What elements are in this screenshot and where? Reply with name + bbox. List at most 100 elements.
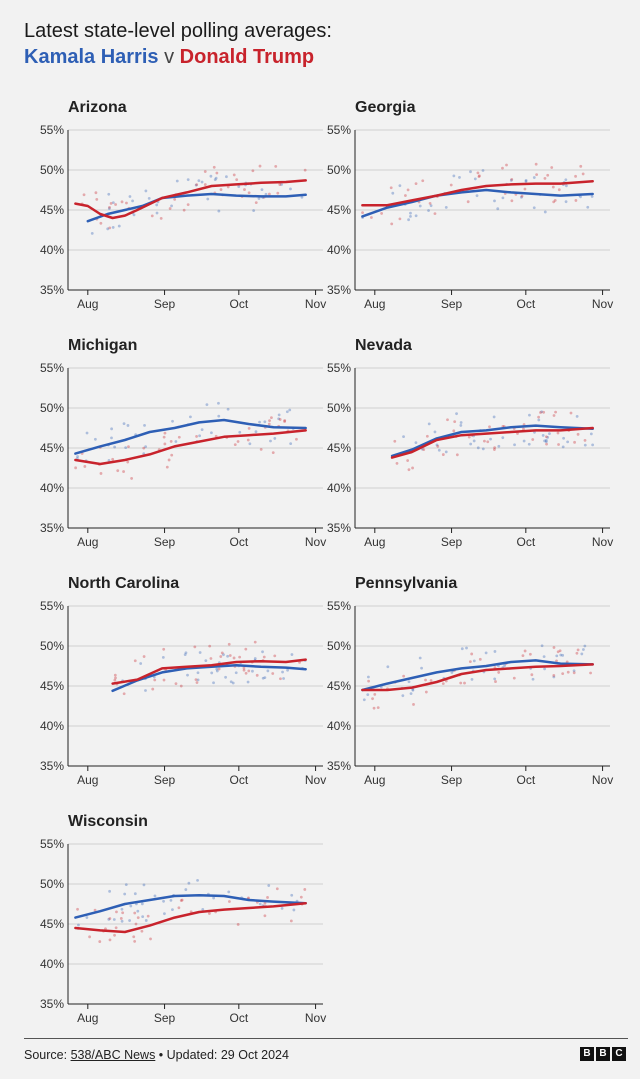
north-carolina-harris-line [111, 663, 307, 693]
nevada-title: Nevada [355, 337, 412, 354]
arizona-poll-dot [147, 197, 151, 200]
michigan-poll-dot [170, 453, 174, 457]
pennsylvania-y-tick-label: 35% [327, 759, 351, 773]
footer-divider [24, 1038, 628, 1039]
michigan-poll-dot [74, 466, 78, 470]
nevada-y-tick-label: 50% [327, 401, 351, 415]
georgia-x-tick-label: Sep [441, 297, 463, 311]
georgia-poll-dot [409, 214, 412, 218]
nevada-poll-dot [522, 427, 525, 431]
georgia-poll-dot [427, 209, 430, 212]
georgia-x-tick-label: Oct [516, 297, 535, 311]
georgia-title: Georgia [355, 99, 416, 116]
legend-vs: v [164, 46, 175, 68]
nevada-poll-dot [566, 440, 570, 444]
georgia-poll-dot [510, 178, 514, 181]
michigan-poll-dot [174, 440, 178, 443]
arizona-poll-dot [276, 191, 280, 195]
north-carolina-y-tick-label: 40% [40, 719, 64, 733]
wisconsin-poll-dot [227, 890, 231, 894]
georgia-poll-dot [579, 195, 582, 199]
nevada-poll-dot [414, 441, 418, 445]
nevada-poll-dot [411, 466, 414, 470]
wisconsin-x-tick-label: Sep [154, 1011, 176, 1025]
wisconsin-poll-dot [263, 914, 267, 918]
michigan-y-tick-label: 55% [40, 361, 64, 375]
pennsylvania-poll-dot [580, 652, 584, 656]
pennsylvania-poll-dot [429, 679, 433, 682]
wisconsin-poll-dot [201, 907, 205, 911]
arizona-poll-dot [108, 205, 111, 209]
georgia-poll-dot [469, 170, 472, 174]
north-carolina-poll-dot [224, 675, 227, 679]
arizona-poll-dot [117, 224, 121, 228]
michigan-poll-dot [110, 427, 114, 431]
michigan-poll-dot [198, 434, 201, 438]
arizona-poll-dot [182, 208, 186, 212]
georgia-poll-dot [389, 186, 393, 190]
nevada-poll-dot [489, 437, 492, 441]
arizona-poll-dot [131, 199, 134, 203]
nevada-poll-dot [435, 443, 439, 447]
pennsylvania-harris-line [361, 659, 594, 692]
georgia-poll-dot [429, 204, 433, 208]
wisconsin-poll-dot [108, 938, 112, 942]
georgia-poll-dot [523, 187, 527, 191]
north-carolina-poll-dot [282, 677, 285, 680]
nevada-harris-line [390, 424, 594, 458]
wisconsin-poll-dot [85, 916, 89, 919]
arizona-poll-dot [155, 211, 159, 215]
michigan-x-tick-label: Aug [77, 535, 98, 549]
pennsylvania-poll-dot [373, 692, 377, 696]
arizona-poll-dot [254, 201, 258, 204]
nevada-poll-dot [554, 410, 557, 414]
wisconsin-y-tick-label: 35% [40, 997, 64, 1011]
nevada-poll-dot [441, 453, 445, 456]
georgia-poll-dot [380, 212, 384, 215]
michigan-poll-dot [247, 427, 251, 430]
arizona-trump-line [74, 179, 307, 220]
nevada-poll-dot [569, 411, 573, 415]
north-carolina-poll-dot [227, 642, 231, 646]
wisconsin-poll-dot [114, 926, 118, 930]
north-carolina-poll-dot [162, 647, 166, 651]
north-carolina-poll-dot [196, 678, 200, 682]
georgia-poll-dot [478, 174, 481, 178]
wisconsin-x-tick-label: Nov [305, 1011, 326, 1025]
source-link[interactable]: 538/ABC News [70, 1048, 156, 1062]
arizona-poll-dot [260, 188, 264, 192]
arizona-poll-dot [173, 198, 177, 201]
north-carolina-poll-dot [113, 678, 117, 682]
arizona-poll-dot [209, 174, 213, 178]
arizona-poll-dot [206, 197, 210, 201]
legend-harris: Kamala Harris [24, 46, 159, 68]
arizona-poll-dot [257, 197, 261, 200]
michigan-poll-dot [259, 447, 263, 451]
nevada-poll-dot [436, 444, 440, 448]
pennsylvania-poll-dot [528, 652, 532, 656]
arizona-x-tick-label: Nov [305, 297, 326, 311]
nevada-poll-dot [476, 446, 480, 450]
michigan-poll-dot [268, 419, 271, 423]
north-carolina-x-tick-label: Aug [77, 773, 98, 787]
nevada-poll-dot [544, 435, 548, 439]
michigan-poll-dot [76, 455, 79, 458]
north-carolina-poll-dot [298, 661, 301, 664]
georgia-poll-dot [493, 199, 496, 203]
michigan-poll-dot [111, 457, 115, 461]
michigan-poll-dot [122, 470, 125, 473]
georgia-poll-dot [532, 206, 536, 210]
north-carolina-poll-dot [179, 684, 183, 688]
nevada-poll-dot [492, 415, 496, 419]
nevada-poll-dot [406, 459, 410, 462]
michigan-poll-dot [162, 435, 166, 439]
michigan-poll-dot [233, 443, 237, 447]
michigan-trump-line [74, 429, 307, 466]
north-carolina-poll-dot [263, 676, 267, 680]
georgia-poll-dot [586, 205, 590, 209]
michigan-poll-dot [163, 442, 167, 446]
north-carolina-poll-dot [174, 682, 178, 686]
wisconsin-poll-dot [162, 899, 165, 903]
nevada-poll-dot [446, 418, 449, 422]
nevada-poll-dot [422, 448, 426, 452]
